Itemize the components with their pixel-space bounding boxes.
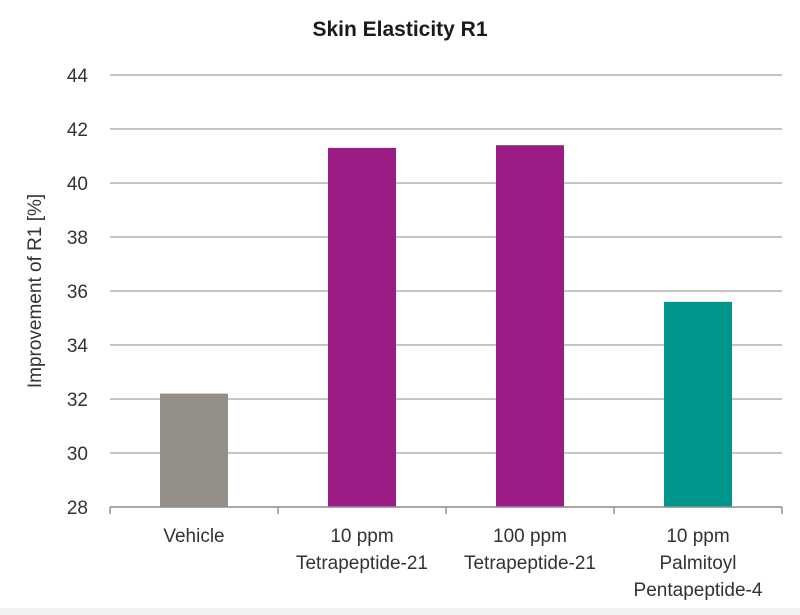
x-tick-label: Palmitoyl [659, 553, 736, 574]
y-tick-label: 34 [67, 336, 89, 357]
x-tick-label: 100 ppm [493, 526, 567, 547]
bar [496, 145, 564, 507]
bar [328, 147, 396, 507]
x-tick-label: Vehicle [163, 526, 224, 547]
bar [664, 301, 732, 507]
x-tick-label: Tetrapeptide-21 [296, 553, 428, 574]
x-tick-label: 10 ppm [666, 526, 729, 547]
bars [160, 145, 732, 507]
y-tick-label: 44 [67, 66, 89, 87]
chart-title: Skin Elasticity R1 [312, 18, 488, 41]
y-tick-label: 42 [67, 120, 88, 141]
x-tick-label: 10 ppm [330, 526, 393, 547]
y-tick-label: 28 [67, 498, 88, 519]
x-tick-label: Tetrapeptide-21 [464, 553, 596, 574]
y-tick-label: 40 [67, 174, 88, 195]
x-tick-label: Pentapeptide-4 [634, 580, 763, 601]
y-tick-label: 36 [67, 282, 88, 303]
y-axis-ticks: 28 30 32 34 36 38 40 42 44 [67, 66, 89, 519]
bottom-strip [0, 608, 800, 615]
y-tick-label: 30 [67, 444, 88, 465]
bar [160, 393, 228, 507]
x-axis [109, 506, 783, 514]
x-axis-labels: Vehicle 10 ppm Tetrapeptide-21 100 ppm Tetra… [163, 526, 763, 601]
y-tick-label: 38 [67, 228, 88, 249]
y-tick-label: 32 [67, 390, 88, 411]
